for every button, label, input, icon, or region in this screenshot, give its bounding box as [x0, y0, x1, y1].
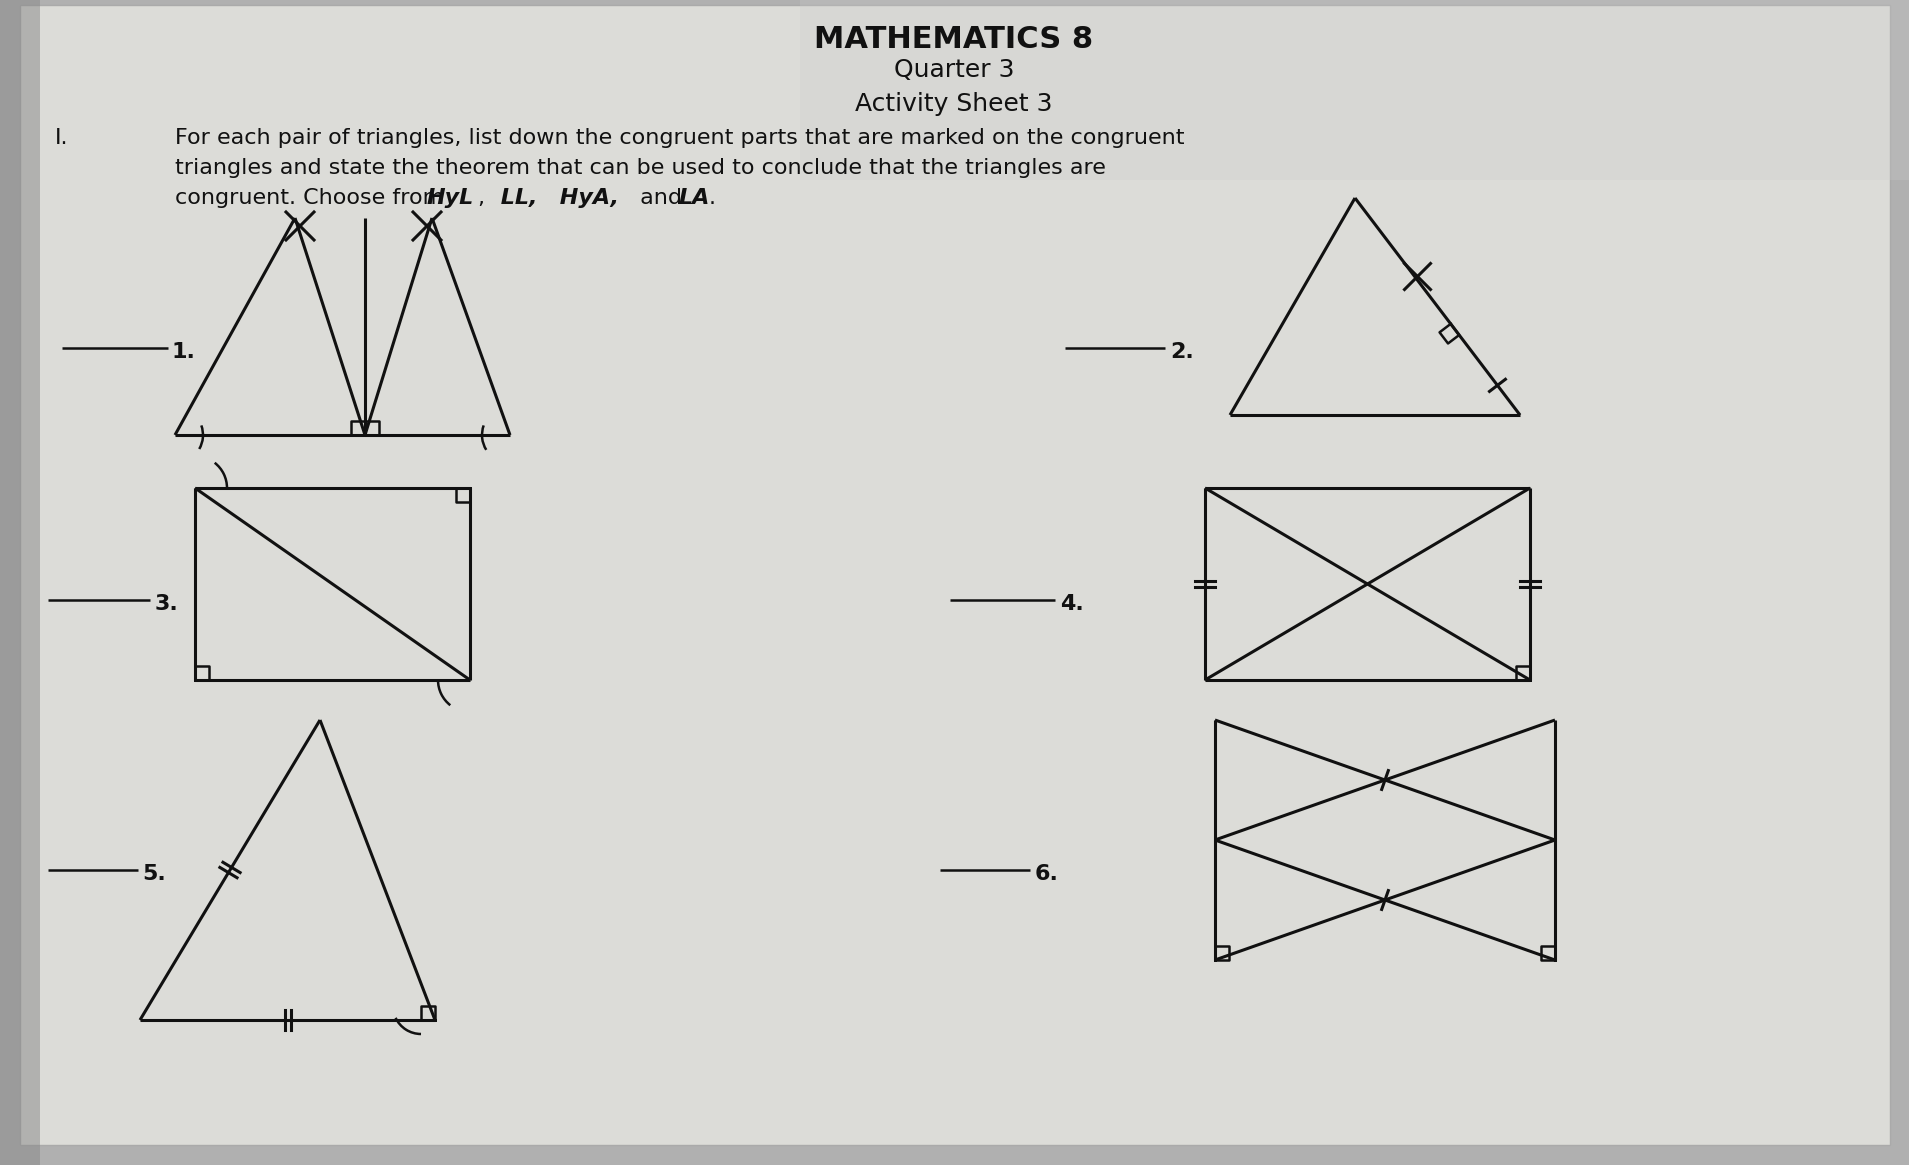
FancyBboxPatch shape: [0, 0, 40, 1165]
Text: Quarter 3: Quarter 3: [893, 58, 1014, 82]
Text: LA: LA: [680, 188, 710, 209]
Text: LL,: LL,: [493, 188, 538, 209]
Text: HyL: HyL: [428, 188, 473, 209]
Text: HyA,: HyA,: [552, 188, 619, 209]
Text: congruent. Choose from: congruent. Choose from: [176, 188, 451, 209]
Text: Activity Sheet 3: Activity Sheet 3: [855, 92, 1052, 116]
Text: 2.: 2.: [1170, 343, 1193, 362]
FancyBboxPatch shape: [800, 0, 1909, 181]
Text: 4.: 4.: [1059, 594, 1084, 614]
Text: MATHEMATICS 8: MATHEMATICS 8: [815, 24, 1094, 54]
Text: .: .: [708, 188, 716, 209]
Text: and: and: [634, 188, 689, 209]
Text: triangles and state the theorem that can be used to conclude that the triangles : triangles and state the theorem that can…: [176, 158, 1105, 178]
Text: ,: ,: [477, 188, 485, 209]
FancyBboxPatch shape: [19, 5, 1890, 1145]
Text: For each pair of triangles, list down the congruent parts that are marked on the: For each pair of triangles, list down th…: [176, 128, 1184, 148]
Text: 1.: 1.: [172, 343, 197, 362]
Text: 3.: 3.: [155, 594, 179, 614]
Text: 5.: 5.: [141, 864, 166, 884]
Text: 6.: 6.: [1035, 864, 1059, 884]
Text: I.: I.: [55, 128, 69, 148]
